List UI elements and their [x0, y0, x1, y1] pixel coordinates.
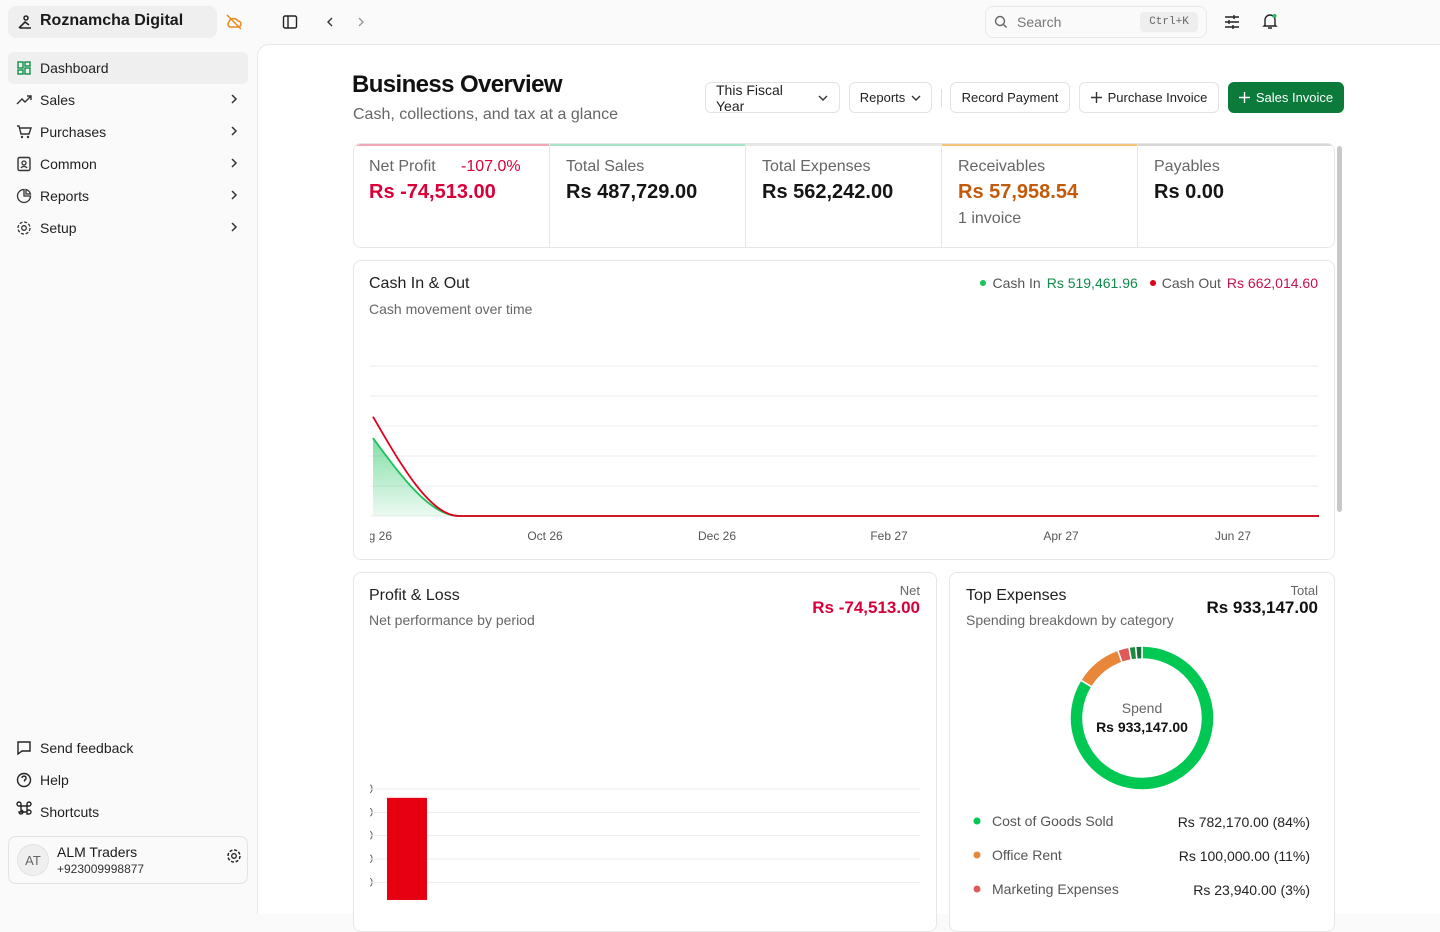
kpi-label: Net Profit [369, 158, 436, 175]
card-title: Profit & Loss [369, 587, 460, 604]
nav-icon [17, 61, 31, 75]
purchase-invoice-button[interactable]: Purchase Invoice [1079, 82, 1219, 113]
page-title: Business Overview [352, 71, 563, 98]
button-label: Sales Invoice [1255, 90, 1334, 105]
kpi-separator [745, 144, 746, 247]
nav-item[interactable]: Purchases [40, 124, 107, 140]
page-subtitle: Cash, collections, and tax at a glance [353, 106, 619, 123]
footer-link[interactable]: Send feedback [40, 740, 134, 756]
nav-item[interactable]: Common [40, 156, 97, 172]
nav-item[interactable]: Dashboard [40, 60, 109, 76]
kpi-value: Rs 562,242.00 [762, 181, 894, 203]
offline-icon[interactable] [225, 13, 243, 31]
user-phone: +923009998877 [57, 862, 145, 876]
kpi-label: Payables [1154, 158, 1220, 175]
scrollbar[interactable] [1337, 146, 1342, 512]
notifications-icon[interactable] [1262, 13, 1278, 30]
nav-item[interactable]: Setup [40, 220, 77, 236]
kpi-note: 1 invoice [958, 210, 1022, 227]
net-value: Rs -74,513.00 [812, 598, 920, 617]
sales-invoice-button[interactable]: Sales Invoice [1228, 82, 1344, 113]
kpi-row [353, 143, 1335, 248]
footer-link[interactable]: Help [40, 772, 69, 788]
card-subtitle: Spending breakdown by category [966, 612, 1174, 628]
user-name: ALM Traders [57, 844, 138, 860]
shortcut-hint: Ctrl+K [1140, 12, 1198, 32]
kpi-label: Total Expenses [762, 158, 871, 175]
sidebar-toggle[interactable] [282, 14, 298, 30]
footer-icons [16, 741, 32, 815]
nav-active [8, 52, 248, 84]
brand-name: Roznamcha Digital [40, 12, 184, 29]
kpi-accent [1138, 144, 1334, 146]
kpi-separator [1137, 144, 1138, 247]
card-subtitle: Net performance by period [369, 612, 535, 628]
kpi-separator [549, 144, 550, 247]
total-value: Rs 933,147.00 [1206, 598, 1318, 617]
nav-icon [17, 156, 31, 172]
brand-box[interactable] [8, 6, 217, 38]
legend-label: Cash Out [1161, 275, 1221, 291]
card-title: Top Expenses [966, 587, 1067, 604]
pnl-card [353, 572, 937, 932]
reports-button[interactable]: Reports [849, 82, 932, 113]
kpi-label: Total Sales [566, 158, 645, 175]
divider [941, 89, 942, 107]
card-subtitle: Cash movement over time [369, 301, 533, 317]
donut-center-value: Rs 933,147.00 [1096, 719, 1188, 735]
nav-icon [16, 95, 32, 105]
app: Roznamcha Digital Dashboard Sales Purcha… [8, 6, 1440, 932]
kpi-change: -107.0% [461, 158, 521, 175]
total-label: Total [1290, 583, 1318, 598]
footer-link[interactable]: Shortcuts [40, 804, 100, 820]
kpi-accent [942, 144, 1138, 146]
nav-icon [17, 125, 32, 139]
chevron [911, 95, 921, 101]
donut-center-label: Spend [1121, 700, 1163, 716]
kpi-accent [746, 144, 942, 146]
history-nav[interactable] [322, 14, 370, 30]
plus-icon [1090, 92, 1102, 103]
legend: Cash In Rs 519,461.96 Cash Out Rs 662,014.6… [980, 274, 1318, 292]
kpi-value: Rs 57,958.54 [958, 181, 1079, 203]
kpi-value: Rs 487,729.00 [566, 181, 698, 203]
nav-item[interactable]: Reports [40, 188, 90, 204]
kpi-value: Rs -74,513.00 [369, 181, 496, 203]
avatar: AT [17, 844, 49, 876]
nav-item[interactable]: Sales [40, 92, 76, 108]
kpi-separator [941, 144, 942, 247]
legend-value: Rs 662,014.60 [1226, 275, 1318, 291]
period-select[interactable]: This Fiscal Year [705, 81, 840, 114]
legend-item: Cash Out Rs 662,014.60 [1149, 274, 1318, 292]
kpi-value: Rs 0.00 [1154, 181, 1225, 203]
legend-label: Cash In [992, 275, 1041, 291]
plus-icon [1238, 92, 1250, 103]
kpi-accent [550, 144, 746, 146]
search-icon [994, 15, 1007, 28]
search-box[interactable] [985, 6, 1207, 38]
period-value: This Fiscal Year [716, 81, 783, 114]
filters-icon[interactable] [1224, 14, 1240, 30]
card-title: Cash In & Out [369, 275, 470, 292]
nav-icon [17, 221, 31, 235]
brand-icon [18, 15, 31, 29]
button-label: Purchase Invoice [1107, 90, 1208, 105]
search-placeholder: Search [1017, 14, 1062, 30]
legend-item: Cash In Rs 519,461.96 [980, 274, 1138, 292]
kpi-accent [354, 144, 550, 146]
button-label: Record Payment [961, 90, 1059, 105]
legend-swatch [980, 280, 987, 286]
net-label: Net [899, 583, 920, 598]
legend-swatch [1149, 280, 1156, 286]
record-payment-button[interactable]: Record Payment [950, 82, 1070, 113]
button-label: Reports [859, 90, 906, 105]
chevron [818, 95, 828, 101]
settings-icon[interactable] [226, 848, 242, 864]
kpi-label: Receivables [958, 158, 1046, 175]
nav-icon [16, 188, 32, 204]
legend-value: Rs 519,461.96 [1046, 275, 1138, 291]
chevrons [231, 94, 238, 232]
